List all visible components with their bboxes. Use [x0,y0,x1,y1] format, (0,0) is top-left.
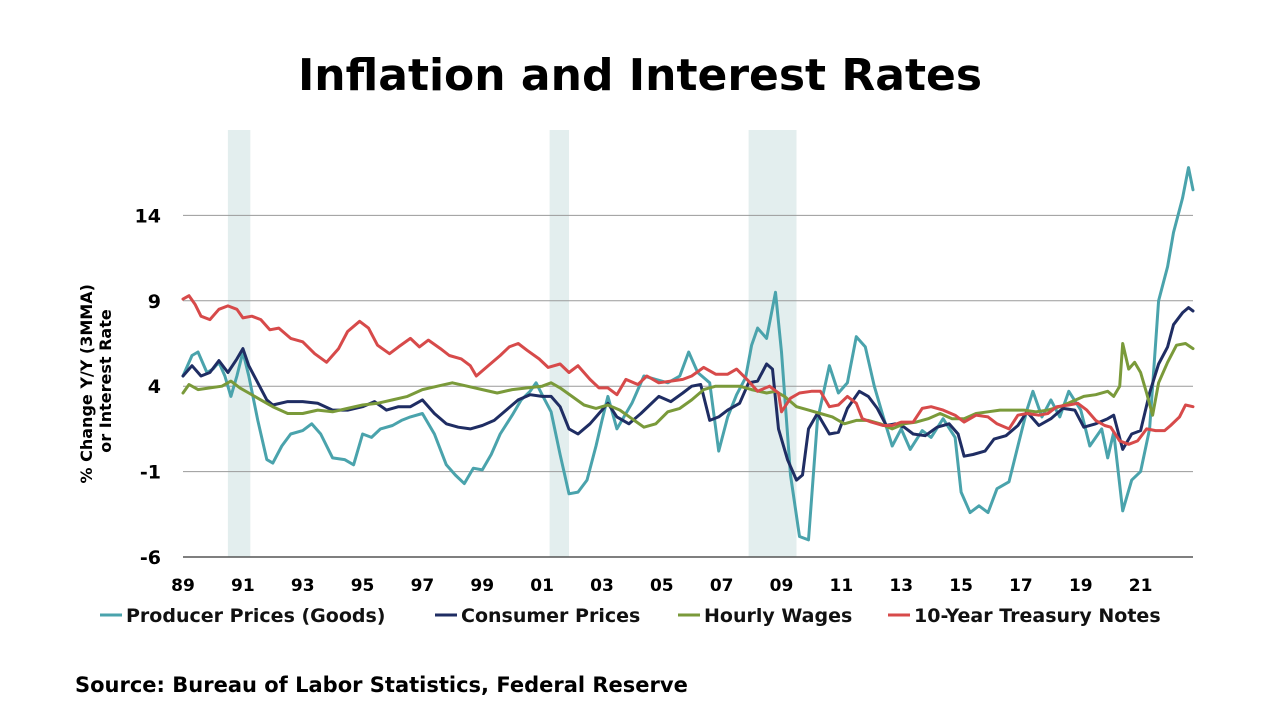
x-tick-label: 93 [291,576,315,596]
x-tick-label: 17 [1009,576,1033,596]
chart-title: Inflation and Interest Rates [298,50,982,101]
recession-band-1 [227,130,251,557]
x-tick-label: 15 [949,576,973,596]
x-tick-label: 09 [770,576,794,596]
series-line-hourly-wages [181,342,1195,431]
x-tick-label: 91 [231,576,255,596]
series-line-10-year-treasury-notes [181,294,1195,446]
source-note: Source: Bureau of Labor Statistics, Fede… [75,673,688,697]
legend-label-producer-prices-goods: Producer Prices (Goods) [126,605,385,627]
gridlines [183,214,1193,558]
y-axis-label: % Change Y/Y (3MMA) or Interest Rate [77,279,115,484]
y-tick-label: -6 [140,547,161,569]
x-tick-label: 05 [650,576,674,596]
y-tick-label: 4 [148,376,161,398]
x-tick-label: 99 [470,576,494,596]
x-tick-label: 95 [351,576,375,596]
y-tick-label: 9 [148,291,161,313]
x-tick-label: 11 [830,576,854,596]
series-line-consumer-prices [181,306,1195,482]
x-tick-label: 19 [1069,576,1093,596]
x-tick-label: 13 [889,576,913,596]
y-tick-label: 14 [135,205,161,227]
legend-label-consumer-prices: Consumer Prices [461,605,640,627]
series-line-producer-prices-goods [181,166,1195,542]
recession-band-2 [549,130,570,557]
y-axis-label-line-1: % Change Y/Y (3MMA) [77,284,96,483]
x-tick-label: 21 [1129,576,1153,596]
recession-band-3 [748,130,797,557]
x-tick-label: 01 [530,576,554,596]
legend: Producer Prices (Goods) Consumer Prices Ho… [100,605,1161,627]
y-axis-ticks: -6 -1 4 9 14 [135,205,161,569]
y-tick-label: -1 [140,462,161,484]
x-tick-label: 03 [590,576,614,596]
x-tick-label: 97 [411,576,435,596]
x-tick-label: 89 [171,576,195,596]
y-axis-label-line-2: or Interest Rate [96,309,115,453]
x-tick-label: 07 [710,576,734,596]
legend-label-10-year-treasury-notes: 10-Year Treasury Notes [914,605,1161,627]
legend-label-hourly-wages: Hourly Wages [704,605,852,627]
recession-bands [227,130,797,557]
series-lines [181,166,1195,542]
x-axis-ticks: 89 91 93 95 97 99 01 03 05 07 09 11 13 15 17 19 21 [171,576,1152,596]
